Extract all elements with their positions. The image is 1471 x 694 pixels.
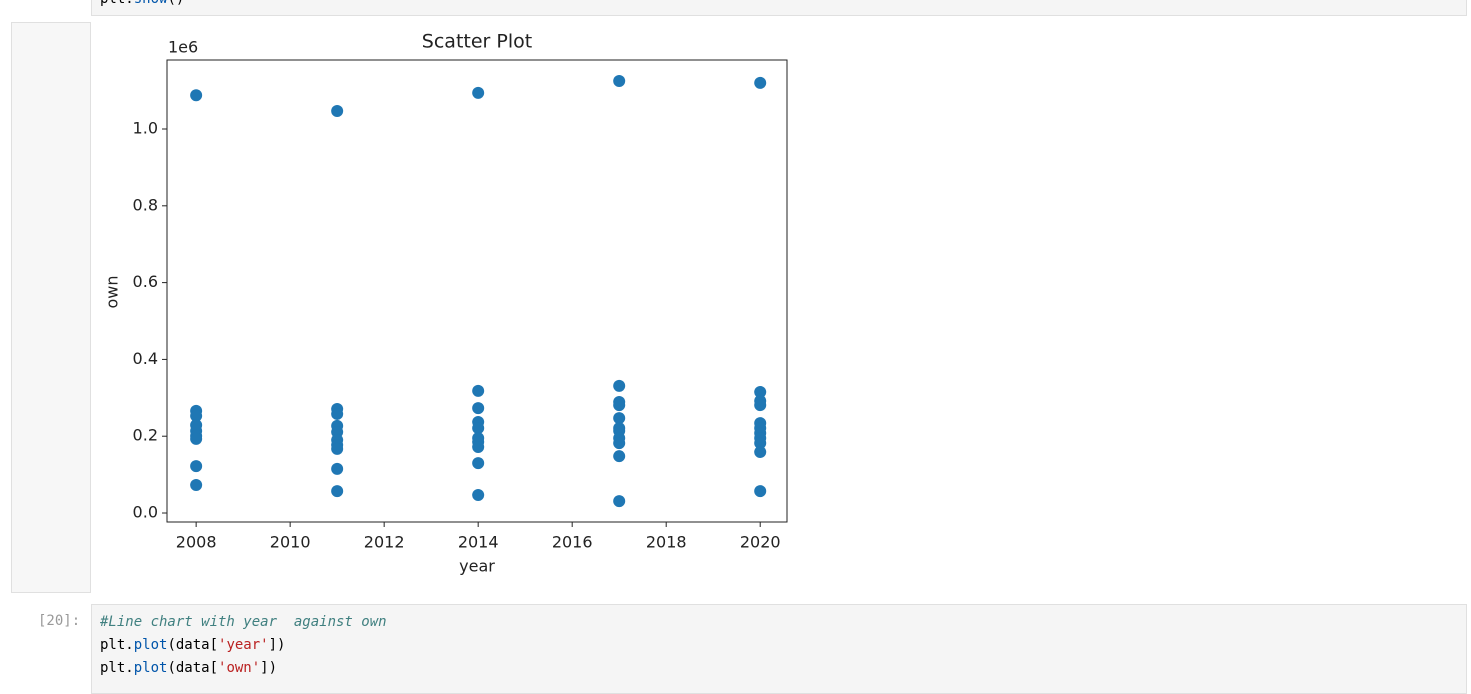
scatter-point bbox=[190, 460, 203, 473]
scatter-point bbox=[331, 442, 344, 455]
plot-frame bbox=[166, 59, 788, 523]
y-tick-label: 0.8 bbox=[133, 195, 158, 214]
scatter-point bbox=[190, 432, 203, 445]
code-token: plt. bbox=[100, 0, 134, 7]
scatter-point bbox=[190, 478, 203, 491]
scatter-point bbox=[472, 440, 485, 453]
scatter-point bbox=[613, 495, 626, 508]
code-token: plt. bbox=[100, 660, 134, 676]
x-axis-label: year bbox=[459, 557, 495, 576]
scatter-point bbox=[613, 399, 626, 412]
x-tick-label: 2016 bbox=[552, 533, 593, 552]
code-cell[interactable]: plt.show() bbox=[91, 0, 1467, 16]
x-tick-label: 2014 bbox=[458, 533, 499, 552]
y-tick-label: 0.6 bbox=[133, 272, 158, 291]
x-tick-label: 2012 bbox=[364, 533, 405, 552]
code-token: 'own' bbox=[218, 660, 261, 676]
code-block: #Line chart with year against own plt.pl… bbox=[100, 611, 387, 680]
code-token: #Line chart with year against own bbox=[100, 614, 387, 630]
scatter-point bbox=[472, 402, 485, 415]
chart: Scatter Plot year own 1e6 2008 2010 2012 20… bbox=[103, 31, 788, 576]
scatter-point bbox=[472, 488, 485, 501]
y-tick-label: 0.2 bbox=[133, 426, 158, 445]
scatter-point bbox=[754, 445, 767, 458]
scatter-point bbox=[190, 409, 203, 422]
scatter-point bbox=[613, 412, 626, 425]
code-cell[interactable]: #Line chart with year against own plt.pl… bbox=[91, 604, 1467, 694]
y-tick-label: 0.0 bbox=[133, 503, 158, 522]
x-tick-label: 2010 bbox=[270, 533, 311, 552]
scatter-point bbox=[613, 437, 626, 450]
y-offset-label: 1e6 bbox=[168, 38, 198, 57]
scatter-point bbox=[331, 104, 344, 117]
scatter-point bbox=[754, 437, 767, 450]
code-token: plot bbox=[133, 660, 168, 676]
code-token: plt. bbox=[100, 637, 134, 653]
x-tick-label: 2020 bbox=[740, 533, 781, 552]
code-token: plot bbox=[133, 637, 168, 653]
code-token: ]) bbox=[268, 637, 286, 653]
scatter-point bbox=[754, 76, 767, 89]
scatter-point bbox=[472, 384, 485, 397]
cell-prompt: [20]: bbox=[38, 613, 81, 629]
scatter-point bbox=[613, 75, 626, 88]
y-tick-label: 0.4 bbox=[133, 349, 158, 368]
code-line: plt.show() bbox=[100, 0, 184, 11]
scatter-point bbox=[613, 379, 626, 392]
scatter-point bbox=[472, 422, 485, 435]
chart-title: Scatter Plot bbox=[422, 31, 532, 53]
scatter-point bbox=[754, 485, 767, 498]
code-token: (data[ bbox=[167, 637, 219, 653]
scatter-point bbox=[754, 399, 767, 412]
scatter-point bbox=[472, 457, 485, 470]
y-axis-label: own bbox=[103, 275, 122, 308]
scatter-point bbox=[331, 485, 344, 498]
scatter-point bbox=[331, 462, 344, 475]
code-token: ]) bbox=[260, 660, 278, 676]
code-token: show bbox=[134, 0, 168, 7]
scatter-point bbox=[754, 386, 767, 399]
output-prompt-area bbox=[11, 22, 91, 593]
code-token: (data[ bbox=[167, 660, 219, 676]
scatter-point bbox=[331, 407, 344, 420]
x-tick-label: 2018 bbox=[646, 533, 687, 552]
scatter-point bbox=[190, 89, 203, 102]
x-tick-label: 2008 bbox=[176, 533, 217, 552]
scatter-point bbox=[613, 450, 626, 463]
y-tick-label: 1.0 bbox=[133, 119, 158, 138]
code-token: () bbox=[167, 0, 184, 7]
code-token: 'year' bbox=[218, 637, 269, 653]
scatter-point bbox=[472, 86, 485, 99]
